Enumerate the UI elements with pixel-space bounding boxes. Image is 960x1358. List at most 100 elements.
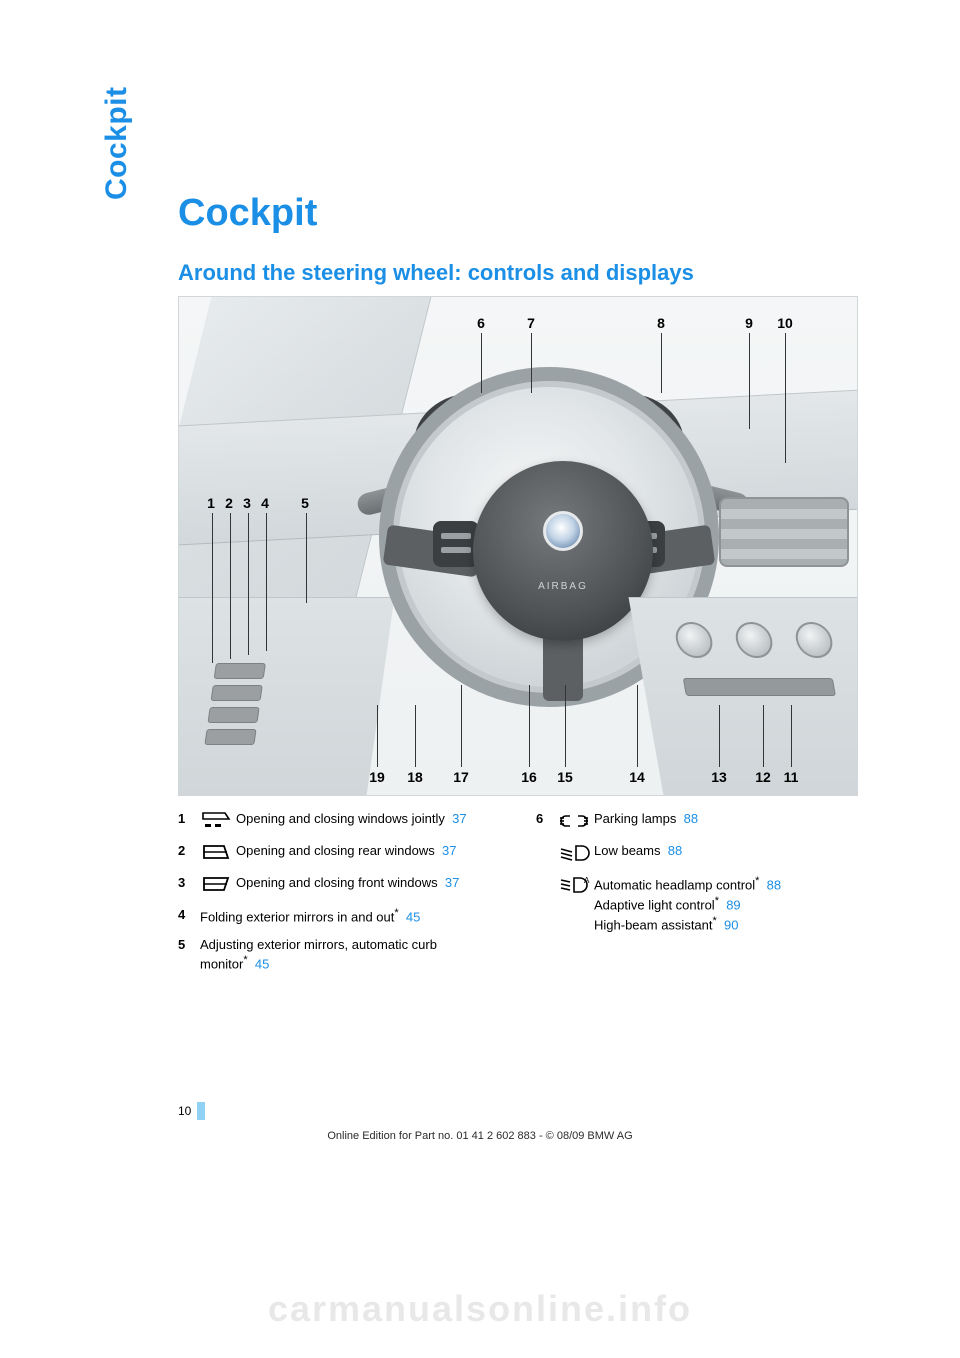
legend-text: Adjusting exterior mirrors, automatic cu… — [200, 936, 500, 973]
callout-lead — [749, 333, 750, 429]
page-ref[interactable]: 88 — [767, 877, 781, 892]
windows-joint-icon — [196, 810, 236, 832]
legend-item-1: 1 Opening and closing windows jointly 37 — [178, 810, 500, 832]
legend-item-6c: A Automatic headlamp control* 88 Adaptiv… — [536, 874, 858, 934]
page-ref[interactable]: 37 — [442, 843, 456, 858]
console-knob — [793, 622, 835, 658]
option-star-icon: * — [713, 915, 717, 927]
legend-item-4: 4 Folding exterior mirrors in and out* 4… — [178, 906, 500, 926]
page-ref[interactable]: 45 — [406, 909, 420, 924]
page-ref[interactable]: 37 — [445, 875, 459, 890]
legend-index: 5 — [178, 936, 196, 973]
legend: 1 Opening and closing windows jointly 37… — [178, 810, 858, 983]
callout-lead — [266, 513, 267, 651]
callout-number: 14 — [627, 769, 647, 785]
option-star-icon: * — [755, 875, 759, 887]
legend-index: 2 — [178, 842, 196, 864]
callout-number: 18 — [405, 769, 425, 785]
bmw-badge-icon — [543, 511, 583, 551]
air-vent — [719, 497, 849, 567]
svg-text:A: A — [584, 876, 590, 885]
page-number-marker-icon — [197, 1102, 205, 1120]
legend-index: 1 — [178, 810, 196, 832]
callout-number: 3 — [237, 495, 257, 511]
legend-text: Parking lamps 88 — [594, 810, 858, 832]
console-knob — [673, 622, 715, 658]
callout-lead — [763, 705, 764, 767]
callout-lead — [565, 685, 566, 767]
callout-lead — [248, 513, 249, 655]
page-number-value: 10 — [178, 1104, 191, 1118]
callout-lead — [791, 705, 792, 767]
callout-number: 5 — [295, 495, 315, 511]
callout-number: 2 — [219, 495, 239, 511]
legend-item-2: 2 Opening and closing rear windows 37 — [178, 842, 500, 864]
window-rear-icon — [196, 842, 236, 864]
callout-lead — [531, 333, 532, 393]
console-knob — [733, 622, 775, 658]
watermark: carmanualsonline.info — [0, 1288, 960, 1330]
legend-item-5: 5 Adjusting exterior mirrors, automatic … — [178, 936, 500, 973]
legend-text: Opening and closing rear windows 37 — [236, 842, 500, 864]
callout-number: 17 — [451, 769, 471, 785]
callout-lead — [481, 333, 482, 393]
legend-index-empty — [536, 842, 554, 864]
callout-number: 13 — [709, 769, 729, 785]
callout-lead — [785, 333, 786, 463]
callout-lead — [212, 513, 213, 663]
imprint: Online Edition for Part no. 01 41 2 602 … — [0, 1130, 960, 1142]
callout-number: 16 — [519, 769, 539, 785]
callout-number: 9 — [739, 315, 759, 331]
auto-headlamp-icon: A — [554, 874, 594, 934]
legend-column-left: 1 Opening and closing windows jointly 37… — [178, 810, 500, 983]
legend-text: Folding exterior mirrors in and out* 45 — [200, 906, 500, 926]
window-front-icon — [196, 874, 236, 896]
page-ref[interactable]: 88 — [684, 811, 698, 826]
callout-number: 15 — [555, 769, 575, 785]
legend-text: Low beams 88 — [594, 842, 858, 864]
option-star-icon: * — [715, 895, 719, 907]
center-console — [628, 597, 858, 796]
parking-lamps-icon — [554, 810, 594, 832]
legend-index: 4 — [178, 906, 196, 926]
option-star-icon: * — [394, 907, 398, 919]
page-ref[interactable]: 90 — [724, 917, 738, 932]
legend-index: 6 — [536, 810, 554, 832]
callout-number: 12 — [753, 769, 773, 785]
callout-lead — [661, 333, 662, 393]
page-ref[interactable]: 45 — [255, 957, 269, 972]
page-number: 10 — [178, 1102, 205, 1120]
steering-buttons-left — [433, 521, 479, 567]
page-title: Cockpit — [178, 192, 317, 235]
console-slot — [683, 678, 836, 696]
callout-lead — [719, 705, 720, 767]
page-ref[interactable]: 37 — [452, 811, 466, 826]
page-ref[interactable]: 89 — [726, 897, 740, 912]
page-ref[interactable]: 88 — [668, 843, 682, 858]
legend-text: Automatic headlamp control* 88 Adaptive … — [594, 874, 858, 934]
callout-lead — [415, 705, 416, 767]
legend-column-right: 6 Parking lamps 88 Low beams 88 — [536, 810, 858, 983]
door-window-switches — [191, 657, 296, 767]
page-subtitle: Around the steering wheel: controls and … — [178, 260, 694, 286]
legend-index-empty — [536, 874, 554, 934]
low-beams-icon — [554, 842, 594, 864]
callout-lead — [461, 685, 462, 767]
callout-number: 11 — [781, 769, 801, 785]
steering-hub: AIRBAG — [473, 461, 653, 641]
legend-text: Opening and closing front windows 37 — [236, 874, 500, 896]
legend-item-6b: Low beams 88 — [536, 842, 858, 864]
option-star-icon: * — [243, 954, 247, 966]
page: Cockpit Cockpit Around the steering whee… — [0, 0, 960, 1358]
legend-item-3: 3 Opening and closing front windows 37 — [178, 874, 500, 896]
airbag-label: AIRBAG — [473, 581, 653, 592]
callout-lead — [529, 685, 530, 767]
callout-lead — [230, 513, 231, 659]
callout-number: 4 — [255, 495, 275, 511]
legend-item-6a: 6 Parking lamps 88 — [536, 810, 858, 832]
legend-index: 3 — [178, 874, 196, 896]
callout-number: 7 — [521, 315, 541, 331]
callout-lead — [637, 685, 638, 767]
callout-lead — [377, 705, 378, 767]
callout-number: 1 — [201, 495, 221, 511]
